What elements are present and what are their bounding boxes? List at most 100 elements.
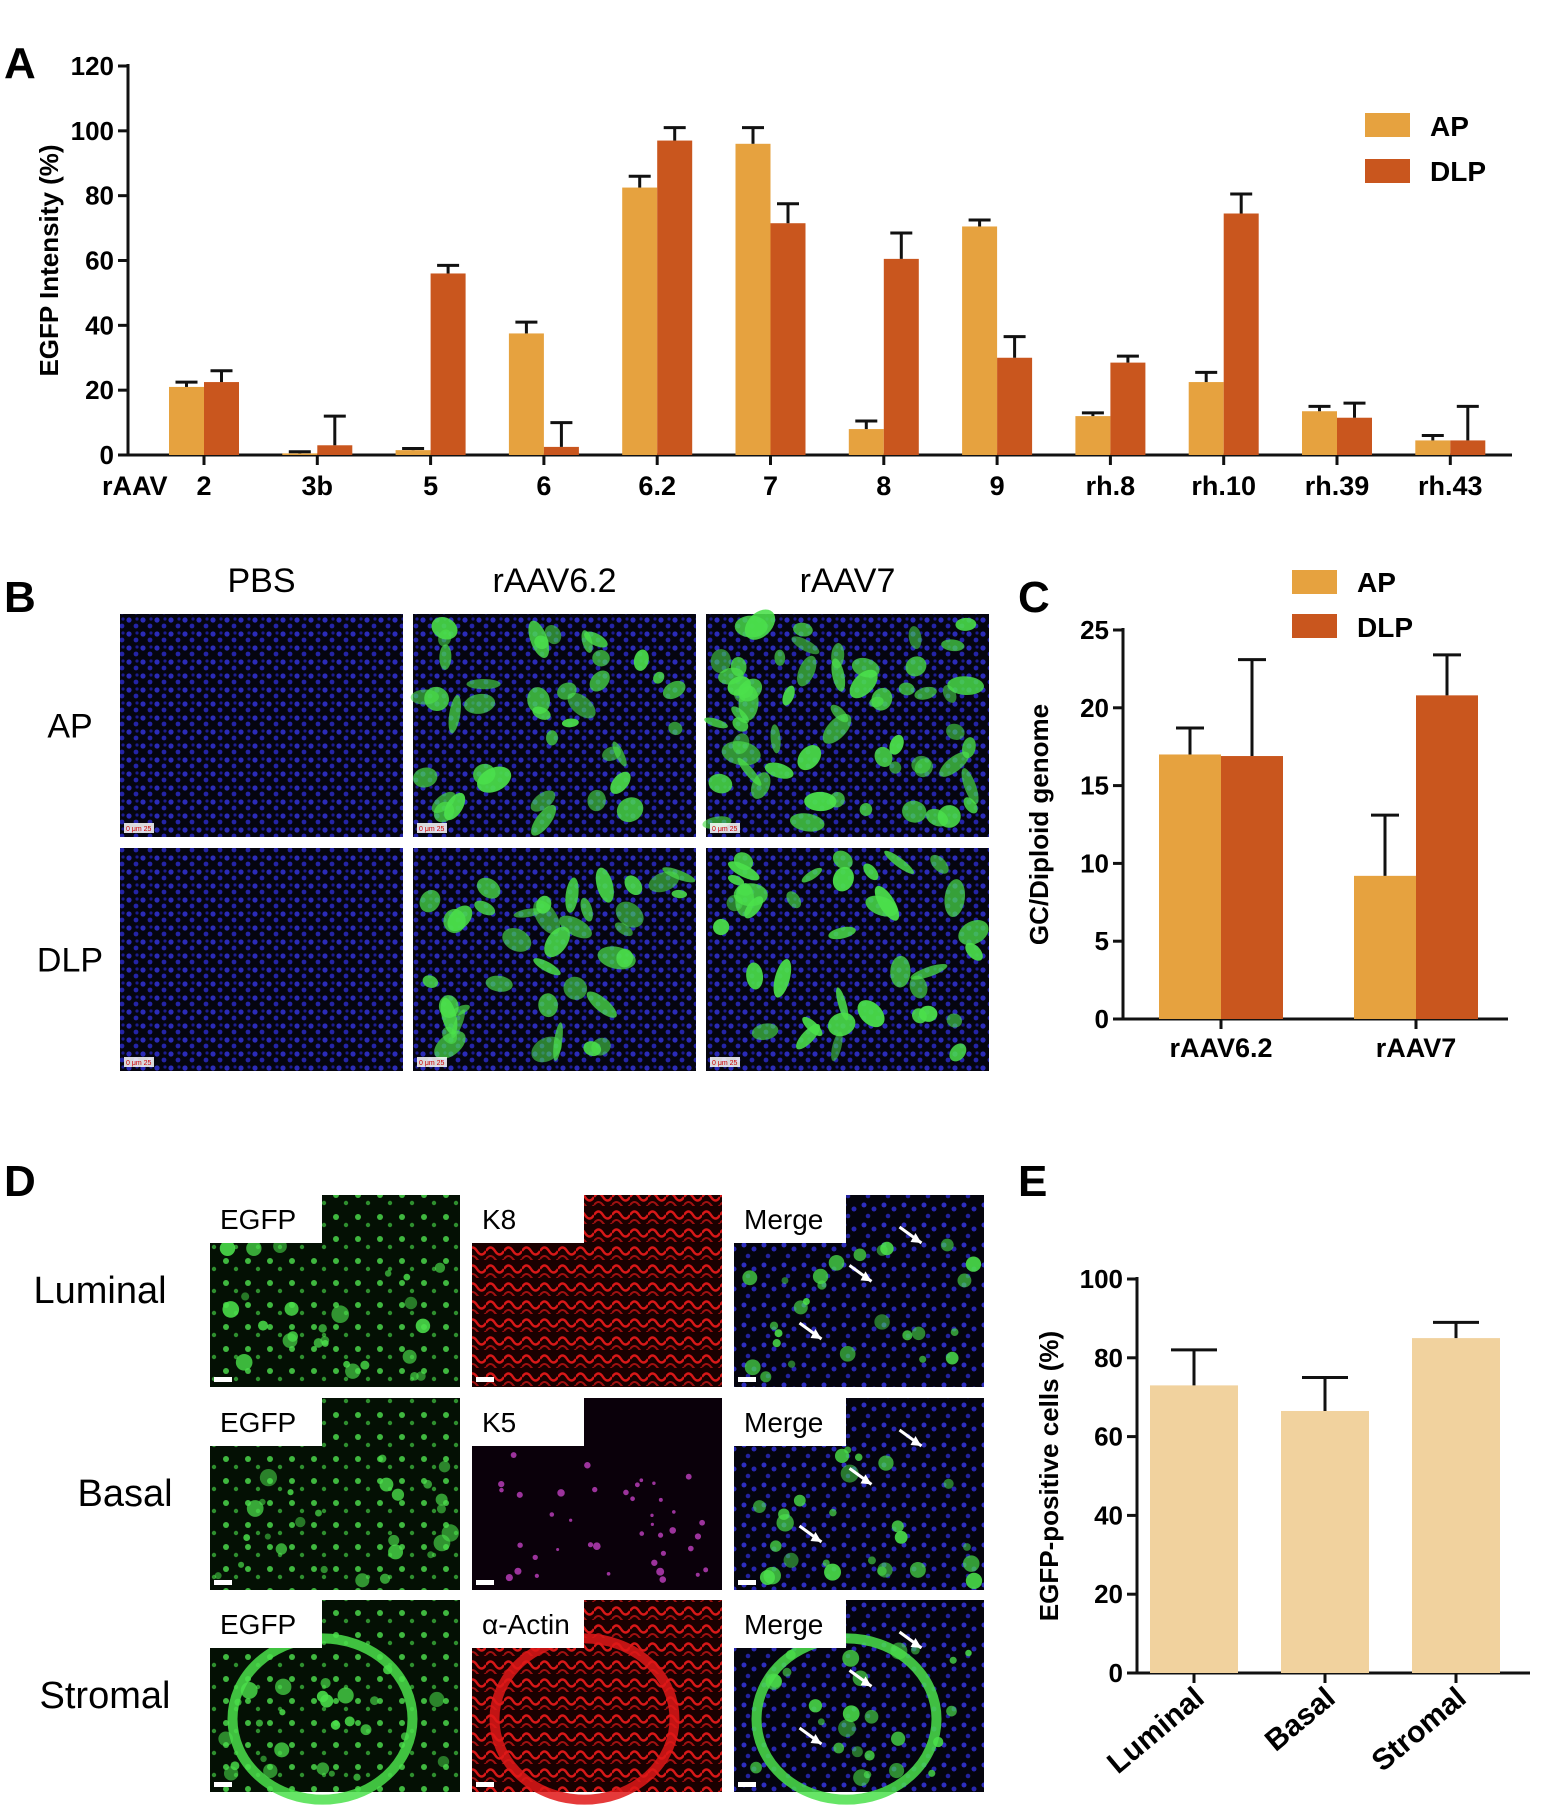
y-tick-label: 15 (1080, 771, 1109, 801)
k5-signal (660, 1550, 667, 1556)
stain-label: α-Actin (482, 1609, 570, 1640)
egfp-signal (427, 1551, 435, 1559)
egfp-signal (439, 644, 452, 670)
egfp-signal (320, 1678, 331, 1689)
egfp-signal (778, 1508, 790, 1520)
egfp-signal (563, 976, 588, 1000)
egfp-signal (379, 1477, 394, 1492)
egfp-signal (782, 685, 795, 706)
egfp-signal (527, 687, 550, 715)
egfp-signal (731, 706, 749, 724)
egfp-signal (863, 863, 879, 881)
egfp-signal (275, 1543, 288, 1555)
y-tick-label: 60 (85, 246, 114, 276)
bar-dlp-rh.39 (1337, 417, 1372, 455)
bar-ap-rh.39 (1302, 411, 1337, 455)
k5-signal (699, 1519, 705, 1526)
egfp-signal (415, 1318, 431, 1334)
egfp-signal (616, 797, 644, 823)
egfp-signal (662, 867, 696, 883)
egfp-signal (770, 1540, 782, 1552)
egfp-signal (235, 1353, 253, 1371)
egfp-signal (774, 649, 786, 666)
egfp-signal (889, 734, 904, 755)
egfp-signal (769, 1321, 779, 1330)
k5-signal (593, 1542, 601, 1551)
y-axis-label: GC/Diploid genome (1024, 704, 1054, 945)
egfp-signal (919, 1355, 927, 1363)
egfp-signal (441, 1524, 459, 1542)
egfp-signal (410, 1371, 419, 1381)
stain-label-box (472, 1600, 584, 1648)
egfp-signal (834, 1448, 850, 1463)
k5-signal (557, 1489, 565, 1497)
egfp-signal (668, 721, 683, 736)
k5-signal (651, 1559, 658, 1566)
bar-ap-8 (848, 429, 884, 455)
egfp-signal (963, 1555, 980, 1572)
egfp-signal (448, 695, 461, 734)
egfp-signal (589, 670, 610, 692)
egfp-signal (965, 1572, 983, 1590)
y-tick-label: 0 (1095, 1004, 1109, 1034)
egfp-signal (914, 686, 937, 700)
egfp-signal (727, 861, 760, 881)
egfp-signal (786, 891, 802, 909)
k5-signal (672, 1510, 676, 1514)
scale-bar (738, 1377, 756, 1382)
bar-ap-rh.43 (1415, 440, 1451, 455)
x-category-label: Stromal (1366, 1681, 1473, 1778)
egfp-signal (633, 649, 649, 671)
egfp-signal (961, 768, 979, 805)
scale-bar (710, 823, 740, 833)
egfp-signal (772, 1339, 781, 1348)
x-category-label: rh.43 (1418, 471, 1483, 501)
y-tick-label: 80 (85, 181, 114, 211)
legend-swatch-ap (1365, 113, 1410, 137)
y-tick-label: 20 (85, 375, 114, 405)
y-tick-label: 60 (1094, 1422, 1123, 1452)
egfp-signal (957, 1273, 972, 1288)
arrow-head (810, 1734, 822, 1744)
egfp-signal (438, 629, 452, 647)
egfp-signal (864, 1750, 875, 1761)
egfp-signal (279, 1709, 286, 1716)
egfp-signal (925, 808, 949, 827)
egfp-signal (713, 918, 730, 936)
egfp-signal (403, 1273, 411, 1281)
egfp-signal (602, 746, 621, 762)
egfp-signal (840, 1464, 859, 1483)
egfp-signal (592, 649, 610, 667)
x-category-label: rh.39 (1305, 471, 1370, 501)
k5-signal (549, 1512, 555, 1517)
stromal-ring (489, 1633, 680, 1805)
egfp-signal (941, 639, 965, 652)
k5-signal (505, 1574, 513, 1582)
egfp-signal (275, 1678, 292, 1696)
k5-signal (659, 1576, 667, 1583)
egfp-signal (746, 962, 764, 990)
arrow-head (860, 1676, 872, 1687)
k5-signal (587, 1542, 594, 1548)
egfp-signal (614, 922, 633, 937)
egfp-signal (595, 867, 614, 903)
bar-egfp-positive-Basal (1281, 1410, 1369, 1673)
egfp-signal (946, 1705, 957, 1717)
egfp-signal (909, 1561, 926, 1578)
egfp-signal (939, 751, 970, 777)
egfp-signal (597, 946, 636, 970)
stain-label-box (210, 1195, 322, 1243)
bar-ap-6 (508, 333, 544, 455)
k5-signal (656, 1567, 665, 1576)
egfp-signal (355, 1573, 370, 1588)
egfp-signal (911, 1326, 926, 1341)
scale-bar (476, 1377, 494, 1382)
egfp-signal (911, 755, 931, 774)
legend-label-dlp: DLP (1357, 612, 1413, 643)
x-category-label: rh.10 (1191, 471, 1256, 501)
egfp-signal (587, 789, 606, 812)
egfp-signal (842, 1649, 860, 1667)
stain-label-box (472, 1398, 584, 1446)
scale-bar (214, 1377, 232, 1382)
stain-label-box (734, 1195, 846, 1243)
